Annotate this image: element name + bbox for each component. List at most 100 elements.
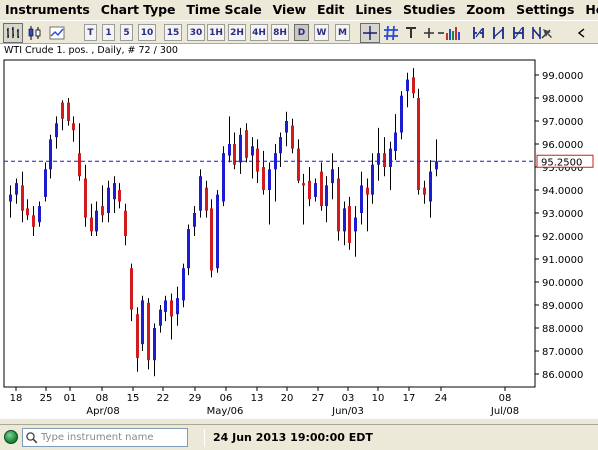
timescale-30-button[interactable]: 30 [187,24,205,41]
menu-studies[interactable]: Studies [402,2,456,17]
candle-body [205,187,208,211]
line-chart-icon[interactable] [47,23,67,43]
menu-help[interactable]: Help [585,2,598,17]
candle-body [417,98,420,190]
bar-chart-icon[interactable] [3,23,23,43]
menu-zoom[interactable]: Zoom [466,2,506,17]
price-tick-label: 96.0000 [542,140,583,151]
timescale-4h-button[interactable]: 4H [250,24,268,41]
timescale-monthly-button[interactable]: M [335,24,350,41]
menu-view[interactable]: View [272,2,307,17]
timescale-daily-button[interactable]: D [294,24,309,41]
timescale-1-button[interactable]: 1 [102,24,115,41]
connection-globe-icon[interactable] [4,430,18,444]
grid-icon[interactable] [382,23,400,43]
candle [176,286,179,326]
candle-body [170,300,173,317]
candle-body [84,178,87,218]
candle [383,137,386,177]
draw-trend-icon[interactable] [490,23,508,43]
candle-body [26,208,29,216]
candle-body [239,134,242,163]
candle [417,88,420,195]
menu-settings[interactable]: Settings [516,2,575,17]
candle [262,150,265,195]
candle [348,196,351,250]
price-chart[interactable]: 99.0000 98.0000 97.0000 96.0000 95.0000 94.00… [0,59,598,419]
candle-body [90,217,93,232]
candle [113,176,116,213]
last-price-label: 95.2500 [541,157,582,168]
candle-body [377,153,380,165]
candle-body [291,125,294,149]
candle [210,199,213,278]
candle-body [245,130,248,158]
candle-body [9,194,12,202]
candle-body [216,194,219,269]
candlestick-chart-icon[interactable] [25,23,45,43]
candle-body [67,102,70,121]
instrument-search-box[interactable] [22,428,188,447]
candle [320,162,323,211]
timescale-1h-button[interactable]: 1H [207,24,225,41]
menu-time-scale[interactable]: Time Scale [186,2,262,17]
candle [325,176,328,223]
draw-line-icon[interactable] [470,23,488,43]
candle [377,127,380,181]
candle-body [55,123,58,138]
candle-body [32,215,35,227]
cursor-icon[interactable] [538,23,556,43]
price-tick-label: 89.0000 [542,301,583,312]
timescale-8h-button[interactable]: 8H [271,24,289,41]
draw-fan-icon[interactable] [530,23,544,43]
volume-bars-icon[interactable] [444,23,464,43]
crosshair-icon[interactable] [360,23,380,43]
candle-body [15,183,18,195]
zoom-out-icon[interactable] [437,23,445,43]
candle [251,137,254,179]
candle-body [228,144,231,156]
menu-edit[interactable]: Edit [317,2,345,17]
candle [182,263,185,308]
chart-area[interactable]: 99.0000 98.0000 97.0000 96.0000 95.0000 94.00… [0,59,598,419]
candle [32,206,35,236]
timescale-tick-button[interactable]: T [84,24,97,41]
timescale-weekly-button[interactable]: W [314,24,329,41]
candle-body [423,187,426,195]
candle-body [337,178,340,232]
timescale-2h-button[interactable]: 2H [228,24,246,41]
time-tick-label: 18 [10,393,23,404]
candle-body [325,185,328,207]
candle-body [251,146,254,156]
menu-instruments[interactable]: Instruments [5,2,90,17]
price-tick-label: 97.0000 [542,117,583,128]
candle [429,160,432,218]
menu-chart-type[interactable]: Chart Type [100,2,176,17]
instrument-search-input[interactable] [39,429,187,446]
search-icon [26,431,38,443]
price-tick-label: 88.0000 [542,324,583,335]
text-tool-icon[interactable] [402,23,420,43]
timescale-5-button[interactable]: 5 [120,24,133,41]
candle [400,91,403,140]
candle [423,180,426,204]
timescale-15-button[interactable]: 15 [164,24,182,41]
candle-body [302,183,305,186]
chart-info-label: WTI Crude 1. pos. , Daily, # 72 / 300 [0,44,598,59]
zoom-in-icon[interactable] [421,23,437,43]
candle-body [233,144,236,165]
timescale-10-button[interactable]: 10 [138,24,156,41]
draw-channel-icon[interactable] [510,23,528,43]
candle-body [354,217,357,232]
menu-lines[interactable]: Lines [355,2,392,17]
candle [308,167,311,207]
candle-body [199,176,202,211]
candle-body [141,300,144,345]
month-label: Jun/03 [331,406,364,417]
time-tick-label: 13 [251,393,264,404]
candle [61,100,64,131]
candle [193,206,196,236]
candle [95,201,98,236]
candle [107,180,110,223]
scroll-left-icon[interactable] [574,23,590,43]
